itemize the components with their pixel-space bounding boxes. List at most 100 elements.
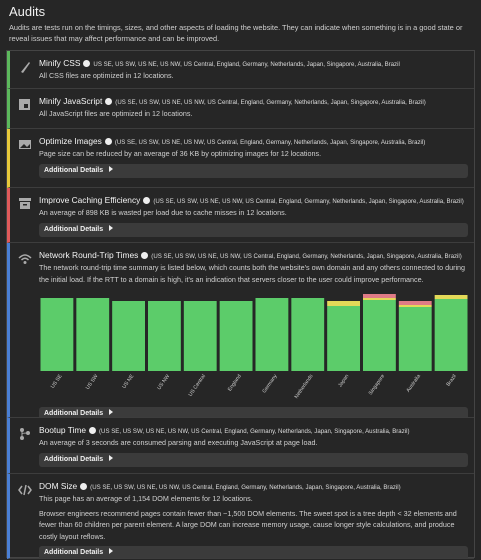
bar-segment [398,305,432,307]
audit-title: Network Round-Trip Times [39,250,139,260]
audit-icon [20,428,30,440]
x-tick-label: Japan [337,373,350,388]
x-tick-label: Netherlands [294,373,315,400]
bar-segment [434,295,468,299]
audit-section: Optimize Images (US SE, US SW, US NE, US … [7,129,474,188]
audit-text: All JavaScript files are optimized in 12… [39,109,193,118]
page-description: Audits are tests run on the timings, siz… [9,23,463,43]
audit-text: Browser engineers recommend pages contai… [39,508,457,541]
bar-segment [363,300,396,371]
x-tick-label: US NE [121,373,135,390]
audit-text: All CSS files are optimized in 12 locati… [39,71,174,80]
audit-locations: (US SE, US SW, US NE, US NW, US Central,… [153,198,464,205]
x-tick-label: US SW [85,373,100,390]
details-toggle[interactable]: Additional Details [39,546,468,558]
audit-list: Minify CSS US SE, US SW, US NE, US NW, US… [6,50,475,559]
details-arrow [109,165,114,172]
audit-title: Bootup Time [39,425,87,435]
bar-segment [327,301,360,306]
x-tick-label: US Central [188,373,207,397]
details-label: Additional Details [44,166,104,174]
audit-locations: (US SE, US SW, US NE, US NW, US Central,… [151,253,462,260]
details-toggle[interactable]: Additional Details [39,407,468,417]
bar-segment [434,299,468,371]
audit-heading: Bootup Time (US SE, US SW, US NE, US NW, … [39,425,468,435]
bar-segment [40,298,74,371]
info-icon [105,98,113,105]
audit-section: Bootup Time (US SE, US SW, US NE, US NW, … [7,418,474,474]
details-label: Additional Details [44,455,104,463]
audit-icon [21,62,30,73]
audit-icon [19,99,30,110]
audit-heading: DOM Size (US SE, US SW, US NE, US NW, US … [39,481,468,491]
audit-icon [18,254,32,264]
audit-heading: Minify JavaScript (US SE, US SW, US NE, U… [39,96,468,106]
audit-section: DOM Size (US SE, US SW, US NE, US NW, US … [7,474,474,559]
audit-section: Minify CSS US SE, US SW, US NE, US NW, US… [7,51,474,89]
page-title: Audits [9,4,46,19]
audit-text: This page has an average of 1,154 DOM el… [39,494,253,503]
audit-locations: (US SE, US SW, US NE, US NW, US Central,… [114,139,426,146]
audit-title: Minify JavaScript [39,96,103,106]
bar-segment [183,301,217,371]
audit-heading: Minify CSS US SE, US SW, US NE, US NW, US… [39,58,468,68]
audit-section: Minify JavaScript (US SE, US SW, US NE, U… [7,89,474,129]
bar-segment [363,294,396,298]
details-arrow [109,454,114,461]
bar-segment [76,298,110,371]
audit-section: Network Round-Trip Times (US SE, US SW, U… [7,243,474,418]
audit-title: Minify CSS [39,58,81,68]
details-label: Additional Details [44,225,104,233]
bar-segment [219,301,253,371]
bar-segment [112,301,145,371]
x-tick-label: Brazil [445,373,457,387]
info-icon [104,138,112,145]
details-arrow [109,409,114,415]
info-icon [89,427,97,434]
header: Audits Audits are tests run on the timin… [9,4,471,44]
audit-title: DOM Size [39,481,78,491]
x-tick-label: US SE [50,373,64,390]
info-icon [80,483,88,490]
audit-text: An average of 898 KB is wasted per load … [39,208,287,217]
x-tick-label: Australia [406,373,423,393]
audit-locations: (US SE, US SW, US NE, US NW, US Central,… [115,99,426,106]
audit-icon [19,140,31,149]
rtt-chart: US SE US SW US NE US NW US Central England Ger… [40,294,468,400]
audit-text: Page size can be reduced by an average o… [39,149,322,158]
x-tick-label: US NW [156,373,171,391]
details-toggle[interactable]: Additional Details [39,163,468,178]
x-tick-label: Germany [262,373,279,394]
x-tick-label: England [227,373,243,392]
audit-text: The network round-trip time summary is l… [39,263,466,284]
details-label: Additional Details [44,410,104,417]
bar-segment [398,301,432,305]
bar-segment [398,307,432,371]
audit-heading: Network Round-Trip Times (US SE, US SW, U… [39,250,468,260]
info-icon [141,252,149,259]
details-arrow [109,548,114,554]
details-arrow [109,224,114,231]
bar-segment [148,301,181,371]
bar-segment [363,298,396,300]
audit-icon [19,198,31,209]
info-icon [83,60,91,67]
audit-locations: (US SE, US SW, US NE, US NW, US Central,… [90,484,401,491]
info-icon [143,197,151,204]
audit-heading: Optimize Images (US SE, US SW, US NE, US … [39,136,468,146]
bar-segment [255,298,289,371]
bar-segment [291,298,325,371]
details-toggle[interactable]: Additional Details [39,452,468,467]
audit-heading: Improve Caching Efficiency (US SE, US SW,… [39,195,468,205]
audit-locations: (US SE, US SW, US NE, US NW, US Central,… [99,428,410,435]
details-toggle[interactable]: Additional Details [39,222,468,237]
audit-section: Improve Caching Efficiency (US SE, US SW,… [7,188,474,243]
audit-title: Optimize Images [39,136,102,146]
audit-locations: US SE, US SW, US NE, US NW, US Central, … [93,61,400,68]
audit-icon [18,484,32,496]
bar-segment [327,306,360,371]
x-tick-label: Singapore [368,373,387,396]
audit-text: An average of 3 seconds are consumed par… [39,438,318,447]
